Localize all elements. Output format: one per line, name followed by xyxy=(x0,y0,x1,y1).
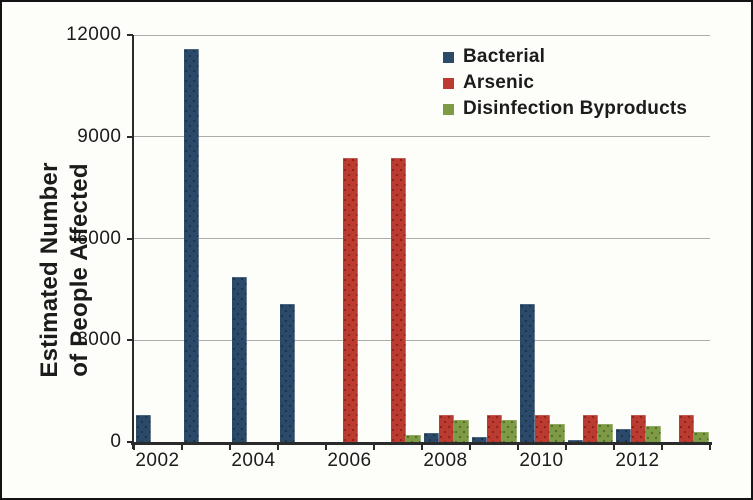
y-axis-title: Estimated Number of People Affected xyxy=(35,120,99,420)
y-gridline-12000 xyxy=(133,34,710,36)
x-axis-tick xyxy=(324,445,327,450)
bar-disinfection-byproducts-2007 xyxy=(405,434,421,442)
y-axis-tick xyxy=(126,441,133,443)
bar-bacterial-2002 xyxy=(136,414,151,442)
x-axis-tick xyxy=(228,445,231,450)
bar-arsenic-2013 xyxy=(679,414,694,442)
x-axis-line xyxy=(131,442,712,445)
y-axis-tick xyxy=(126,237,133,240)
bar-arsenic-2012 xyxy=(631,414,646,442)
x-axis-tick xyxy=(516,445,519,450)
x-tick-label-2010: 2010 xyxy=(519,450,564,471)
x-axis-tick xyxy=(612,445,615,450)
y-tick-label-12000: 12000 xyxy=(66,24,122,45)
x-tick-label-2008: 2008 xyxy=(423,450,468,471)
bar-disinfection-byproducts-2012 xyxy=(645,425,661,442)
bar-disinfection-byproducts-2013 xyxy=(693,431,709,442)
x-axis-tick xyxy=(708,445,711,450)
bar-disinfection-byproducts-2008 xyxy=(453,419,469,442)
legend-label: Arsenic xyxy=(463,72,535,93)
legend-label: Bacterial xyxy=(463,46,546,67)
legend-swatch-icon xyxy=(443,77,454,89)
bar-bacterial-2009 xyxy=(472,436,487,442)
x-axis-tick xyxy=(420,445,423,450)
x-tick-label-2002: 2002 xyxy=(135,450,180,471)
legend-item-disinfection-byproducts: Disinfection Byproducts xyxy=(443,98,687,120)
bar-arsenic-2008 xyxy=(439,414,454,442)
y-tick-label-3000: 3000 xyxy=(77,329,122,351)
bar-bacterial-2008 xyxy=(424,432,439,442)
x-axis-tick xyxy=(660,445,663,450)
legend-label: Disinfection Byproducts xyxy=(463,98,688,119)
bar-bacterial-2003 xyxy=(184,48,199,442)
bar-disinfection-byproducts-2009 xyxy=(501,419,517,442)
x-tick-label-2012: 2012 xyxy=(615,450,660,471)
x-axis-tick xyxy=(132,445,135,450)
y-gridline-9000 xyxy=(133,136,710,138)
x-axis-tick xyxy=(468,445,471,450)
y-gridline-3000 xyxy=(133,339,710,341)
x-tick-label-2004: 2004 xyxy=(231,450,276,471)
y-axis-line xyxy=(132,35,134,449)
y-axis-tick xyxy=(126,135,133,138)
bar-arsenic-2009 xyxy=(487,414,502,442)
x-tick-label-2006: 2006 xyxy=(327,450,372,471)
x-axis-tick xyxy=(276,445,279,450)
legend-swatch-icon xyxy=(443,103,454,115)
y-tick-label-9000: 9000 xyxy=(77,125,122,147)
y-axis-tick xyxy=(126,339,133,342)
bar-bacterial-2011 xyxy=(568,440,583,442)
bar-disinfection-byproducts-2010 xyxy=(549,424,565,442)
legend-item-bacterial: Bacterial xyxy=(443,46,687,68)
legend-swatch-icon xyxy=(443,51,454,63)
legend-item-arsenic: Arsenic xyxy=(443,72,687,94)
y-tick-label-6000: 6000 xyxy=(77,227,122,249)
bar-bacterial-2010 xyxy=(520,304,535,442)
legend: Bacterial Arsenic Disinfection Byproducts xyxy=(443,46,687,124)
bar-bacterial-2012 xyxy=(616,428,631,442)
bar-bacterial-2005 xyxy=(280,303,295,442)
y-tick-label-0: 0 xyxy=(110,431,122,452)
y-axis-tick xyxy=(126,34,133,36)
bar-arsenic-2007 xyxy=(391,157,406,442)
bar-arsenic-2006 xyxy=(343,157,358,442)
bar-bacterial-2004 xyxy=(232,276,247,442)
y-gridline-6000 xyxy=(133,238,710,239)
x-axis-tick xyxy=(372,445,375,450)
bar-disinfection-byproducts-2011 xyxy=(597,424,613,442)
x-axis-tick xyxy=(180,445,183,450)
x-axis-tick xyxy=(564,445,567,450)
bar-arsenic-2010 xyxy=(535,414,550,442)
bar-arsenic-2011 xyxy=(583,414,598,442)
